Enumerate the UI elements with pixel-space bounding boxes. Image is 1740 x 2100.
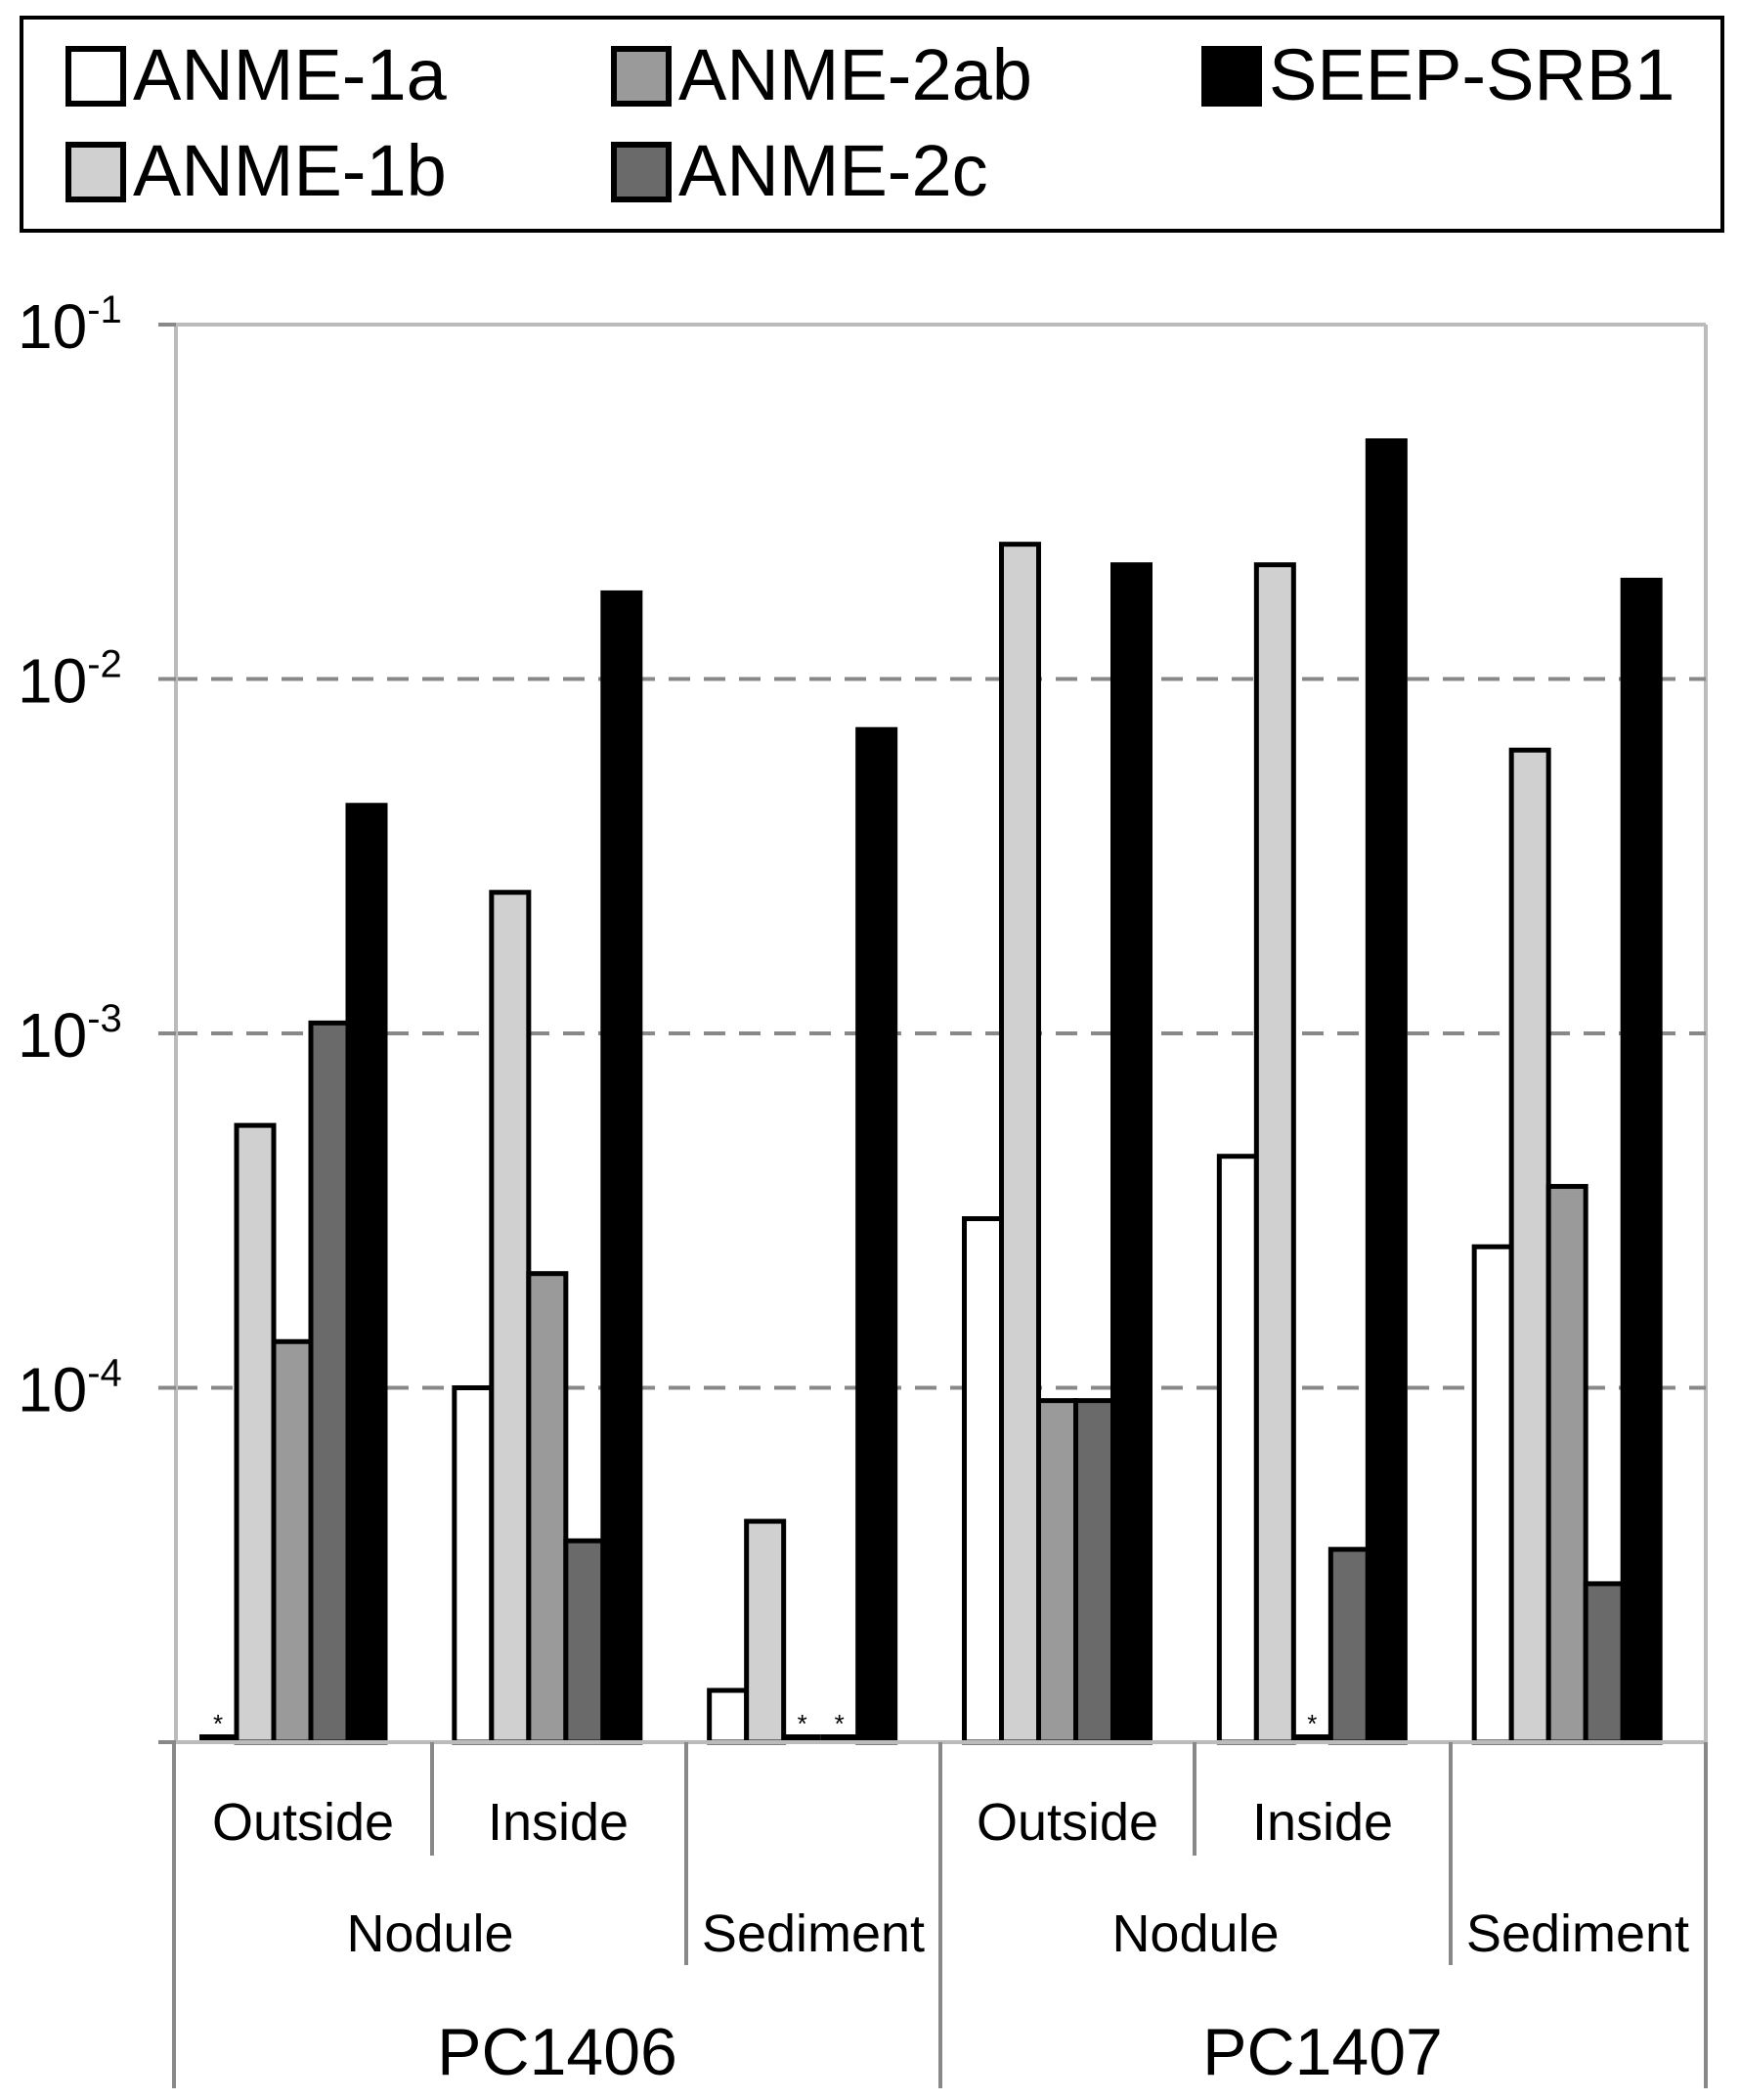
bar-pc1407-sediment-anme-2c (1583, 1581, 1626, 1745)
bar-pc1406-nodule-inside-anme-1b (489, 890, 532, 1745)
legend-item-anme-1b: ANME-1b (65, 130, 447, 211)
gridlines (176, 677, 1706, 1390)
y-tick-label-2: 10-2 (18, 643, 122, 717)
legend-swatch-seep-srb1 (1201, 46, 1262, 107)
y-tick-label-1: 10-1 (18, 288, 122, 362)
legend-label-anme-1a: ANME-1a (133, 34, 448, 115)
x-position-label-3: Inside (1252, 1793, 1393, 1852)
legend-label-seep-srb1: SEEP-SRB1 (1269, 34, 1675, 115)
x-sample-label-0: Nodule (346, 1904, 513, 1963)
y-axis: 10-1 10-2 10-3 10-4 (18, 288, 178, 1744)
bar-pc1406-nodule-outside-anme-2ab (271, 1338, 314, 1745)
legend: ANME-1a ANME-1b ANME-2ab ANME-2c SEEP-SRB1 (20, 16, 1724, 233)
bar-pc1406-nodule-outside-anme-1b (234, 1122, 277, 1745)
bar-pc1407-nodule-inside-anme-1b (1253, 562, 1296, 1745)
bar-pc1407-nodule-inside-anme-2c (1327, 1547, 1370, 1745)
bar-group-pc1406-nodule-inside (452, 590, 643, 1745)
bar-pc1407-sediment-anme-1b (1508, 747, 1551, 1745)
bar-group-pc1406-nodule-outside: * (199, 803, 388, 1745)
legend-swatch-anme-1b (65, 142, 126, 202)
bar-pc1406-sediment-anme-1b (744, 1518, 787, 1745)
x-sample-label-2: Nodule (1111, 1904, 1279, 1963)
x-position-label-2: Outside (977, 1793, 1158, 1852)
bar-pc1407-nodule-outside-anme-1a (962, 1216, 1004, 1745)
x-position-label-0: Outside (212, 1793, 394, 1852)
legend-item-anme-2ab: ANME-2ab (611, 34, 1032, 115)
bar-pc1406-nodule-inside-anme-2c (563, 1538, 606, 1745)
bar-pc1407-nodule-inside-anme-2ab-nd-marker: * (1307, 1709, 1317, 1738)
legend-label-anme-2ab: ANME-2ab (678, 34, 1032, 115)
x-core-label-pc1407: PC1407 (1202, 2015, 1443, 2089)
legend-item-anme-1a: ANME-1a (65, 34, 448, 115)
legend-item-anme-2c: ANME-2c (611, 130, 988, 211)
bar-pc1406-sediment-anme-2c-nd-marker: * (835, 1709, 845, 1738)
legend-box (20, 16, 1724, 233)
legend-swatch-anme-2c (611, 142, 672, 202)
x-sample-label-3: Sediment (1466, 1904, 1689, 1963)
bar-pc1406-nodule-outside-anme-2c (308, 1020, 351, 1745)
bar-pc1406-nodule-outside-anme-1a-nd-line (199, 1734, 237, 1742)
bar-pc1407-nodule-outside-anme-2ab (1036, 1398, 1078, 1745)
bar-group-pc1406-sediment-all: * * (707, 726, 898, 1745)
bar-group-pc1407-nodule-inside: * (1216, 438, 1408, 1745)
bar-pc1406-nodule-inside-seep-srb1 (600, 590, 643, 1745)
bar-pc1407-nodule-outside-anme-1b (999, 542, 1041, 1745)
bar-pc1407-sediment-seep-srb1 (1620, 577, 1663, 1745)
bar-pc1407-nodule-inside-anme-2ab-nd-line (1293, 1734, 1331, 1742)
bar-group-pc1407-sediment-all (1471, 577, 1663, 1745)
x-sample-label-1: Sediment (702, 1904, 925, 1963)
bar-pc1407-sediment-anme-2ab (1545, 1184, 1588, 1745)
legend-swatch-anme-1a (65, 46, 126, 107)
x-core-label-pc1406: PC1406 (437, 2015, 677, 2089)
bar-group-pc1407-nodule-outside (962, 542, 1153, 1745)
bar-pc1406-sediment-anme-2ab-nd-line (783, 1734, 821, 1742)
bar-pc1406-nodule-outside-anme-1a-nd-marker: * (213, 1709, 223, 1738)
y-tick-label-4: 10-4 (18, 1352, 122, 1425)
bar-pc1406-nodule-outside-seep-srb1 (345, 803, 388, 1745)
bar-pc1407-nodule-outside-seep-srb1 (1110, 562, 1153, 1745)
bar-pc1407-sediment-anme-1a (1471, 1244, 1514, 1745)
legend-label-anme-1b: ANME-1b (133, 130, 447, 211)
bar-pc1407-nodule-inside-seep-srb1 (1365, 438, 1408, 1745)
bar-pc1406-nodule-inside-anme-2ab (526, 1271, 569, 1745)
x-position-label-1: Inside (488, 1793, 629, 1852)
legend-item-seep-srb1: SEEP-SRB1 (1201, 34, 1675, 115)
legend-label-anme-2c: ANME-2c (678, 130, 988, 211)
bar-pc1407-nodule-outside-anme-2c (1073, 1398, 1115, 1745)
bar-pc1406-sediment-anme-2c-nd-line (820, 1734, 858, 1742)
bars: * * * * (199, 438, 1663, 1745)
bar-pc1406-nodule-inside-anme-1a (452, 1385, 495, 1745)
bar-pc1406-sediment-anme-1a (707, 1687, 750, 1745)
bar-pc1406-sediment-anme-2ab-nd-marker: * (798, 1709, 807, 1738)
x-axis: Outside Inside Outside Inside Nodule Sediment… (172, 1740, 1708, 2089)
y-tick-label-3: 10-3 (18, 997, 122, 1071)
legend-swatch-anme-2ab (611, 46, 672, 107)
bar-pc1407-nodule-inside-anme-1a (1216, 1154, 1259, 1745)
bar-pc1406-sediment-seep-srb1 (855, 726, 898, 1745)
